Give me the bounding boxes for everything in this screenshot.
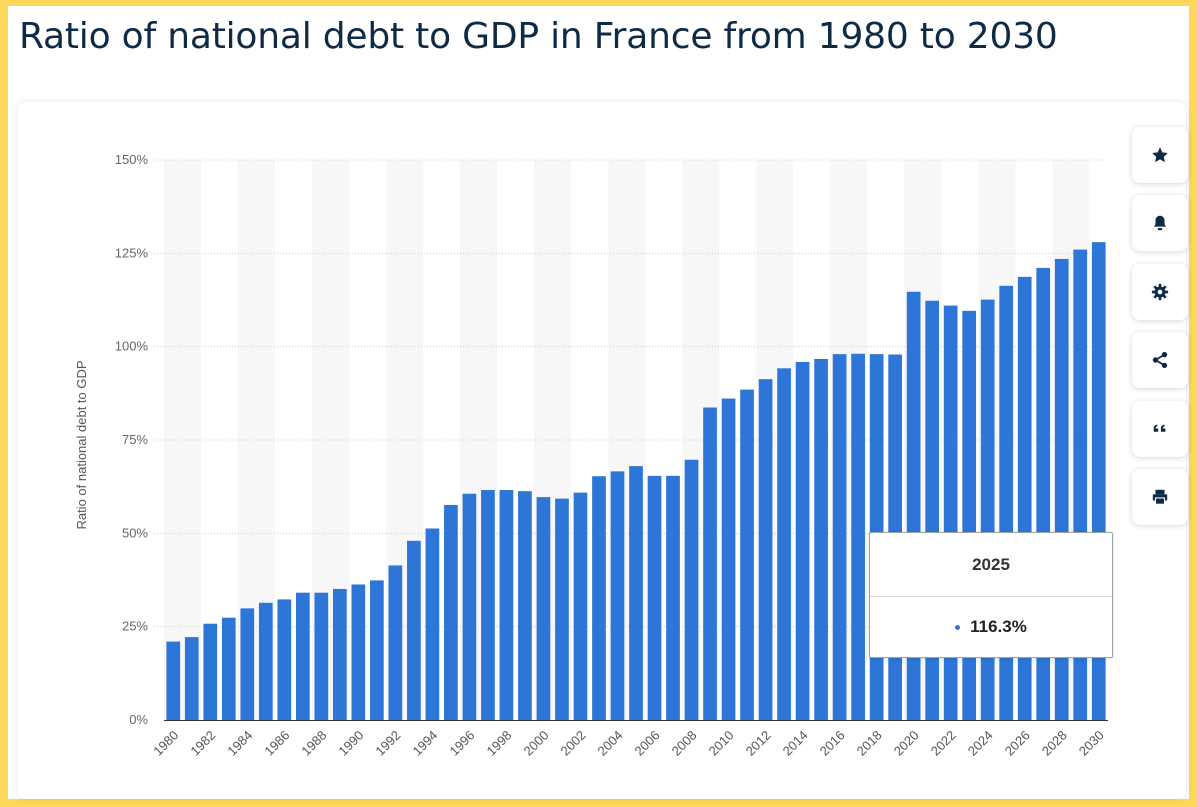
- bar-1991[interactable]: [370, 580, 384, 720]
- tooltip-value: 116.3%: [970, 617, 1027, 636]
- y-tick-label: 100%: [115, 339, 149, 354]
- bar-2003[interactable]: [592, 476, 606, 720]
- x-tick-label: 2008: [669, 728, 700, 759]
- bar-1990[interactable]: [351, 584, 366, 720]
- x-tick-label: 2012: [743, 728, 774, 759]
- x-tick-label: 2000: [521, 728, 552, 759]
- bar-2017[interactable]: [851, 353, 865, 720]
- chart-card: 0% 25% 50% 75% 100% 125% 150% 1980 1982 1984 1986…: [18, 102, 1188, 799]
- x-tick-label: 1996: [446, 728, 477, 759]
- x-tick-label: 2014: [780, 728, 811, 759]
- bar-1980[interactable]: [166, 641, 181, 720]
- x-tick-label: 1988: [298, 728, 329, 759]
- bar-2002[interactable]: [573, 492, 588, 720]
- bar-chart: 0% 25% 50% 75% 100% 125% 150% 1980 1982 1984 1986…: [74, 152, 1108, 759]
- bar-1982[interactable]: [203, 623, 218, 720]
- notification-button[interactable]: [1132, 195, 1188, 251]
- bar-2014[interactable]: [795, 361, 810, 720]
- bar-1984[interactable]: [240, 608, 255, 720]
- share-icon: [1152, 351, 1168, 369]
- series-dot-icon: [955, 624, 961, 630]
- bell-icon: [1153, 215, 1167, 231]
- x-tick-label: 2004: [595, 728, 626, 759]
- tooltip-value-row: 116.3%: [870, 597, 1112, 657]
- bar-2008[interactable]: [684, 459, 699, 720]
- bar-2016[interactable]: [832, 354, 847, 720]
- bar-1999[interactable]: [518, 491, 532, 720]
- bar-2004[interactable]: [610, 471, 625, 720]
- bar-2015[interactable]: [814, 358, 828, 720]
- bar-2005[interactable]: [629, 466, 643, 720]
- share-button[interactable]: [1132, 332, 1188, 388]
- page-frame: Ratio of national debt to GDP in France …: [8, 6, 1189, 799]
- x-tick-label: 1984: [224, 728, 255, 759]
- y-tick-label: 0%: [129, 712, 148, 727]
- x-tick-label: 2016: [817, 728, 848, 759]
- bar-2023[interactable]: [962, 310, 977, 720]
- x-tick-label: 2028: [1039, 728, 1070, 759]
- x-tick-label: 2026: [1002, 728, 1033, 759]
- y-axis-label: Ratio of national debt to GDP: [74, 360, 89, 529]
- bar-1995[interactable]: [444, 504, 458, 720]
- y-tick-label: 125%: [115, 245, 149, 260]
- star-icon: [1152, 147, 1168, 163]
- cite-button[interactable]: [1132, 401, 1188, 457]
- bar-1994[interactable]: [425, 528, 440, 720]
- bar-2009[interactable]: [703, 407, 717, 720]
- bar-1986[interactable]: [277, 599, 292, 720]
- favorite-button[interactable]: [1132, 127, 1188, 183]
- bar-2012[interactable]: [758, 379, 773, 720]
- x-tick-label: 1992: [372, 728, 403, 759]
- bar-1989[interactable]: [332, 588, 347, 720]
- y-tick-label: 75%: [122, 432, 148, 447]
- settings-button[interactable]: [1132, 264, 1188, 320]
- bar-1998[interactable]: [499, 490, 514, 720]
- x-tick-label: 2010: [706, 728, 737, 759]
- bar-1985[interactable]: [258, 602, 273, 720]
- x-tick-label: 1998: [483, 728, 514, 759]
- bar-2010[interactable]: [721, 398, 736, 720]
- bar-1992[interactable]: [388, 565, 403, 720]
- x-tick-label: 1982: [187, 728, 218, 759]
- x-tick-label: 1980: [150, 728, 181, 759]
- y-tick-label: 25%: [122, 619, 148, 634]
- y-tick-label: 50%: [122, 525, 148, 540]
- gear-icon: [1151, 283, 1169, 301]
- bar-2007[interactable]: [666, 475, 680, 720]
- x-axis-ticks: 1980 1982 1984 1986 1988 1990 1992 1994 1996 1998…: [150, 728, 1107, 759]
- x-tick-label: 2030: [1076, 728, 1107, 759]
- bar-1993[interactable]: [407, 540, 421, 720]
- x-tick-label: 2020: [891, 728, 922, 759]
- page-title: Ratio of national debt to GDP in France …: [19, 16, 1058, 57]
- bar-1988[interactable]: [314, 592, 329, 720]
- data-tooltip: 2025 116.3%: [869, 532, 1113, 658]
- x-tick-label: 1990: [335, 728, 366, 759]
- quote-icon: [1153, 424, 1166, 432]
- bar-2006[interactable]: [647, 475, 662, 720]
- bar-2013[interactable]: [777, 368, 791, 720]
- x-tick-label: 2018: [854, 728, 885, 759]
- x-tick-label: 1994: [409, 728, 440, 759]
- background-band: [164, 160, 202, 720]
- x-tick-label: 2002: [558, 728, 589, 759]
- x-tick-label: 2022: [928, 728, 959, 759]
- tooltip-year: 2025: [870, 533, 1112, 597]
- x-tick-label: 1986: [261, 728, 292, 759]
- bar-1996[interactable]: [462, 493, 477, 720]
- x-tick-label: 2024: [965, 728, 996, 759]
- bar-2000[interactable]: [536, 497, 551, 720]
- bar-1981[interactable]: [184, 637, 199, 720]
- bar-2001[interactable]: [555, 498, 569, 720]
- y-axis-ticks: 0% 25% 50% 75% 100% 125% 150%: [115, 152, 149, 727]
- y-tick-label: 150%: [115, 152, 149, 167]
- bar-1997[interactable]: [481, 490, 495, 720]
- print-button[interactable]: [1132, 469, 1188, 525]
- bar-1987[interactable]: [295, 592, 310, 720]
- printer-icon: [1152, 489, 1168, 505]
- x-tick-label: 2006: [632, 728, 663, 759]
- bar-2011[interactable]: [740, 389, 754, 720]
- bar-1983[interactable]: [221, 617, 236, 720]
